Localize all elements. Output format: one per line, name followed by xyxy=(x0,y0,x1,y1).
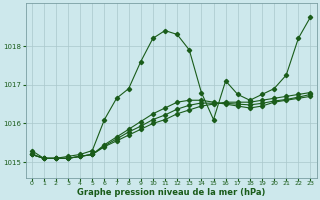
X-axis label: Graphe pression niveau de la mer (hPa): Graphe pression niveau de la mer (hPa) xyxy=(77,188,265,197)
